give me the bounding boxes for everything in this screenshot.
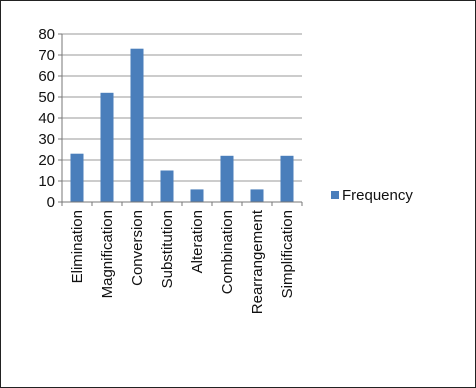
- x-axis: [61, 34, 303, 206]
- y-tick-label: 0: [47, 194, 55, 211]
- y-tick-label: 80: [38, 26, 55, 43]
- y-tick-label: 60: [38, 68, 55, 85]
- bar-magnification: [100, 92, 114, 202]
- bar-conversion: [130, 48, 144, 203]
- gridlines: [62, 33, 302, 182]
- y-axis-ticks: 0 10 20 30 40 50 60 70 80: [38, 26, 62, 211]
- y-tick-label: 20: [38, 152, 55, 169]
- x-tick-label: Combination: [219, 210, 236, 294]
- x-tick-label: Conversion: [129, 210, 146, 286]
- y-tick-label: 70: [38, 47, 55, 64]
- x-tick-label: Alteration: [189, 210, 206, 273]
- bar-elimination: [70, 153, 84, 202]
- x-tick-label: Rearrangement: [249, 209, 266, 314]
- bars: [70, 48, 294, 203]
- bar-combination: [220, 155, 234, 202]
- y-tick-label: 10: [38, 173, 55, 190]
- y-tick-label: 40: [38, 110, 55, 127]
- bar-substitution: [160, 170, 174, 202]
- legend: Frequency: [331, 187, 413, 204]
- x-tick-label: Elimination: [69, 210, 86, 283]
- legend-swatch: [331, 191, 339, 199]
- y-tick-label: 30: [38, 131, 55, 148]
- x-tick-label: Magnification: [99, 210, 116, 298]
- bar-simplification: [280, 155, 294, 202]
- x-tick-label: Substitution: [159, 210, 176, 288]
- x-axis-labels: Elimination Magnification Conversion Substi…: [69, 209, 296, 314]
- legend-label: Frequency: [342, 187, 413, 204]
- bar-alteration: [190, 189, 204, 202]
- x-tick-label: Simplification: [279, 210, 296, 298]
- bar-rearrangement: [250, 189, 264, 202]
- y-tick-label: 50: [38, 89, 55, 106]
